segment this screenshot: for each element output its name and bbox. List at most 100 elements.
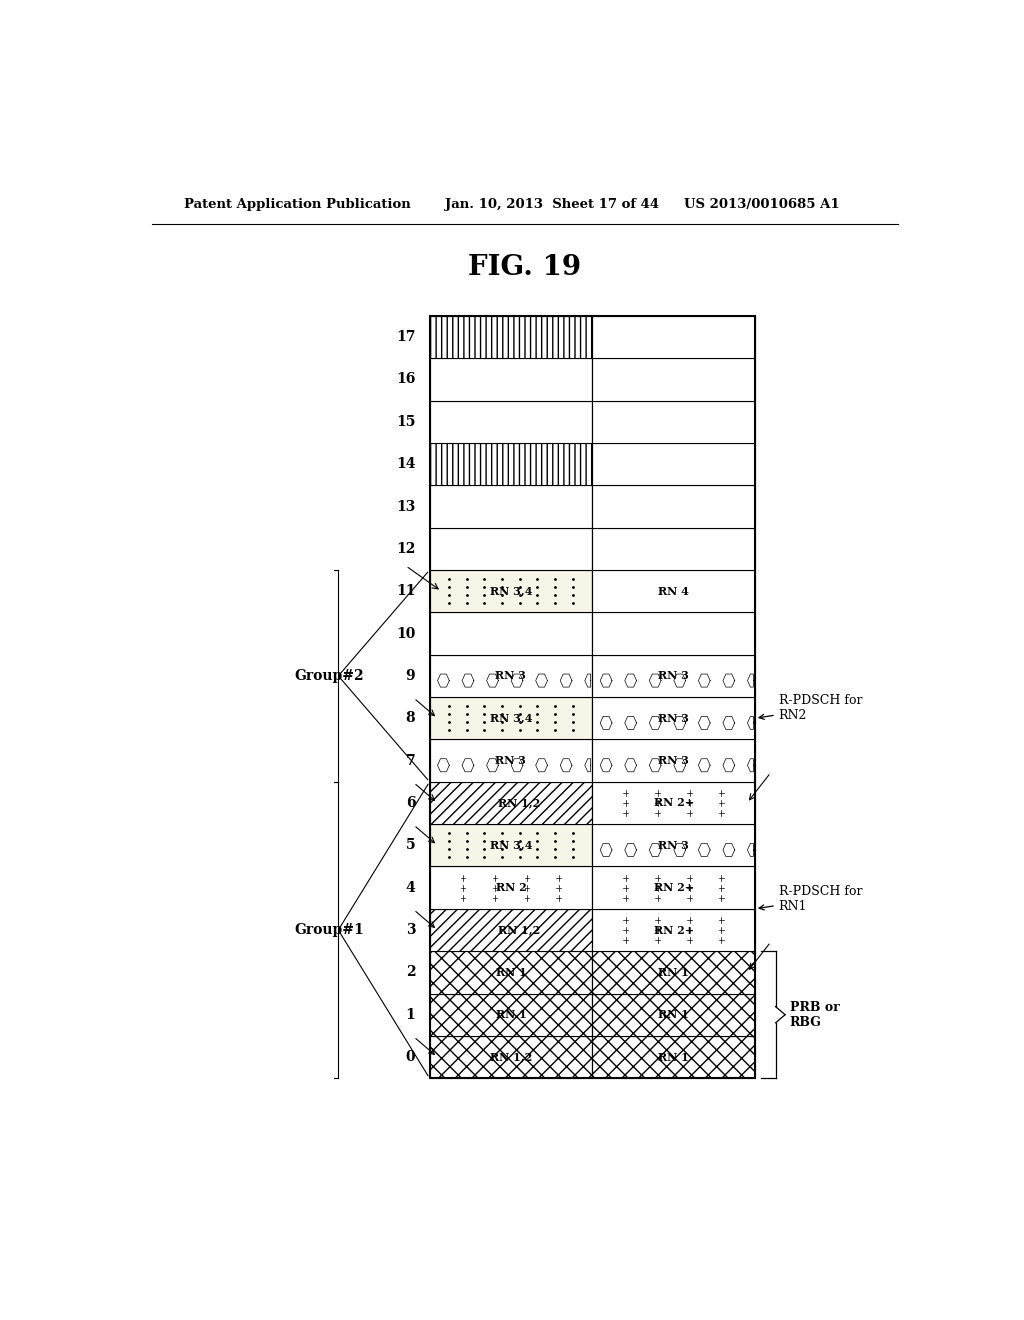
- Point: [440, 696, 457, 717]
- Bar: [430, 528, 592, 570]
- Point: [494, 704, 510, 725]
- Text: 0: 0: [406, 1051, 416, 1064]
- Point: [476, 585, 493, 606]
- Point: [459, 830, 475, 851]
- Point: [565, 585, 582, 606]
- Point: [476, 838, 493, 859]
- Point: [459, 577, 475, 598]
- Point: [529, 696, 546, 717]
- Point: [459, 569, 475, 590]
- Point: [512, 704, 528, 725]
- Point: [494, 577, 510, 598]
- Text: PRB or
RBG: PRB or RBG: [790, 1001, 840, 1028]
- Bar: [592, 781, 755, 824]
- Text: 1: 1: [406, 1007, 416, 1022]
- Point: [440, 585, 457, 606]
- Text: RN 3: RN 3: [658, 671, 689, 681]
- Point: [512, 577, 528, 598]
- Point: [476, 696, 493, 717]
- Bar: [592, 697, 755, 739]
- Point: [494, 719, 510, 741]
- Point: [512, 711, 528, 733]
- Bar: [430, 315, 755, 1078]
- Text: FIG. 19: FIG. 19: [468, 253, 582, 281]
- Text: R-PDSCH for
RN1: R-PDSCH for RN1: [759, 884, 862, 912]
- Point: [547, 838, 563, 859]
- Point: [476, 593, 493, 614]
- Bar: [592, 486, 755, 528]
- Bar: [430, 824, 592, 866]
- Text: RN 1: RN 1: [658, 1052, 689, 1063]
- Point: [494, 593, 510, 614]
- Point: [459, 822, 475, 843]
- Bar: [430, 697, 592, 739]
- Bar: [430, 358, 592, 401]
- Text: 2: 2: [406, 965, 416, 979]
- Point: [547, 704, 563, 725]
- Point: [494, 822, 510, 843]
- Bar: [592, 570, 755, 612]
- Point: [512, 847, 528, 869]
- Text: 8: 8: [406, 711, 416, 725]
- Point: [529, 719, 546, 741]
- Text: 13: 13: [396, 499, 416, 513]
- Point: [565, 830, 582, 851]
- Text: R-PDSCH for
RN2: R-PDSCH for RN2: [759, 694, 862, 722]
- Point: [440, 847, 457, 869]
- Point: [494, 569, 510, 590]
- Point: [565, 696, 582, 717]
- Bar: [592, 952, 755, 994]
- Point: [547, 830, 563, 851]
- Point: [459, 711, 475, 733]
- Text: 6: 6: [406, 796, 416, 810]
- Text: 4: 4: [406, 880, 416, 895]
- Bar: [592, 444, 755, 486]
- Text: RN 1: RN 1: [658, 1010, 689, 1020]
- Point: [476, 711, 493, 733]
- Bar: [592, 528, 755, 570]
- Point: [494, 838, 510, 859]
- Text: RN 1: RN 1: [496, 1010, 526, 1020]
- Point: [459, 585, 475, 606]
- Point: [565, 569, 582, 590]
- Bar: [430, 994, 592, 1036]
- Point: [565, 847, 582, 869]
- Point: [440, 719, 457, 741]
- Bar: [430, 952, 592, 994]
- Text: RN 1,2: RN 1,2: [498, 797, 540, 808]
- Bar: [592, 612, 755, 655]
- Bar: [430, 486, 592, 528]
- Point: [459, 838, 475, 859]
- Text: RN 1: RN 1: [658, 966, 689, 978]
- Point: [476, 719, 493, 741]
- Point: [440, 838, 457, 859]
- Point: [476, 577, 493, 598]
- Point: [459, 719, 475, 741]
- Point: [440, 704, 457, 725]
- Point: [547, 719, 563, 741]
- Point: [547, 593, 563, 614]
- Point: [512, 838, 528, 859]
- Bar: [430, 781, 592, 824]
- Point: [565, 822, 582, 843]
- Point: [529, 593, 546, 614]
- Bar: [592, 909, 755, 952]
- Point: [547, 585, 563, 606]
- Point: [529, 822, 546, 843]
- Point: [547, 696, 563, 717]
- Point: [476, 822, 493, 843]
- Point: [512, 822, 528, 843]
- Point: [476, 830, 493, 851]
- Text: RN 1,2: RN 1,2: [498, 924, 540, 936]
- Bar: [430, 401, 592, 444]
- Point: [440, 711, 457, 733]
- Point: [494, 696, 510, 717]
- Bar: [430, 739, 592, 781]
- Text: RN 2+: RN 2+: [653, 924, 693, 936]
- Bar: [430, 909, 592, 952]
- Text: RN 2: RN 2: [496, 882, 526, 894]
- Point: [476, 847, 493, 869]
- Point: [459, 696, 475, 717]
- Point: [476, 569, 493, 590]
- Text: 7: 7: [406, 754, 416, 768]
